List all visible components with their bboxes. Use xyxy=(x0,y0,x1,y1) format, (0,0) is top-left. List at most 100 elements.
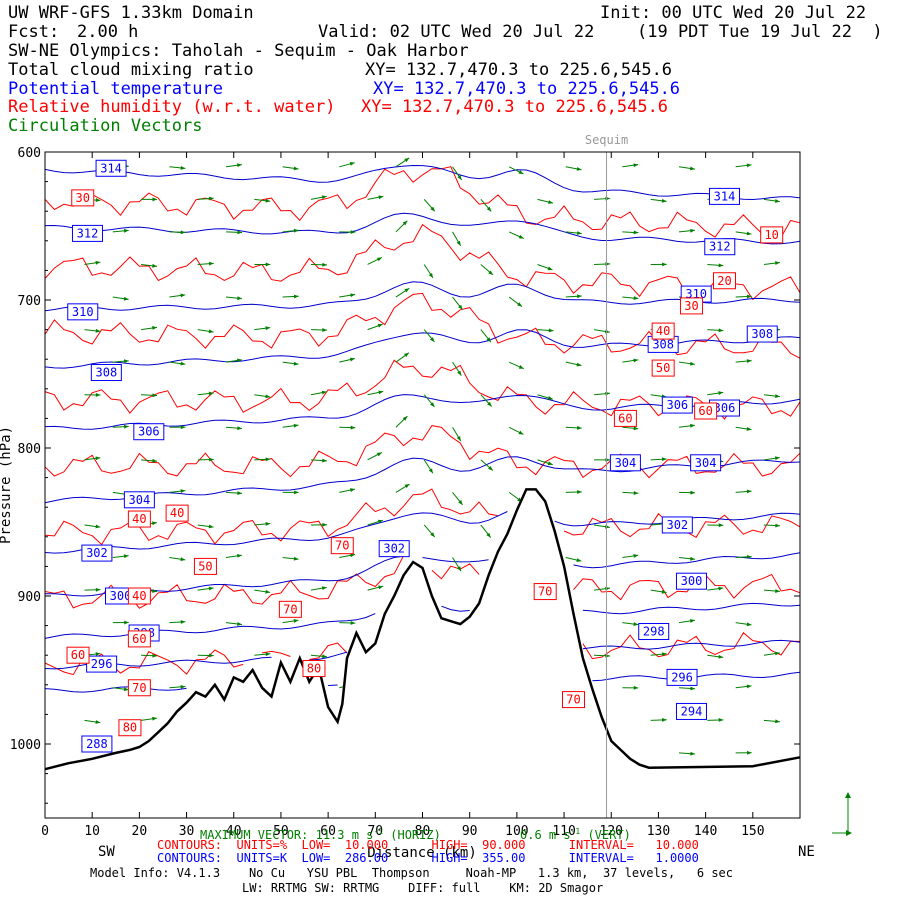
contour-label-box xyxy=(127,510,151,528)
vector-arrowhead xyxy=(377,519,383,524)
vector-arrowhead xyxy=(633,491,639,495)
contour-label: 30 xyxy=(684,299,698,313)
contour-label: 298 xyxy=(643,625,665,639)
vector-arrowhead xyxy=(577,425,582,430)
vector-arrowhead xyxy=(265,589,271,594)
vector-arrowhead xyxy=(576,558,582,562)
vector-arrowhead xyxy=(775,719,780,724)
vector-arrowhead xyxy=(208,391,214,396)
vector-arrowhead xyxy=(293,361,299,366)
vector-arrowhead xyxy=(633,426,639,431)
vector-arrowhead xyxy=(718,718,724,722)
contour-label-box xyxy=(704,238,736,256)
y-tick-label: 600 xyxy=(18,146,41,161)
contour-label-box xyxy=(661,396,693,414)
vector-arrowhead xyxy=(718,263,724,268)
vector-arrowhead xyxy=(690,166,695,171)
vector-arrowhead xyxy=(605,329,610,334)
vector-arrowhead xyxy=(208,196,214,201)
vector-arrowhead xyxy=(576,362,582,367)
sw-end-label: SW xyxy=(98,844,115,860)
contour-label: 302 xyxy=(383,542,405,556)
vector-arrowhead xyxy=(152,458,158,463)
contour-label-box xyxy=(760,226,784,244)
theta-contour-info: CONTOURS: UNITS=K LOW= 286.00 HIGH= 355.… xyxy=(157,851,699,865)
contour-label: 300 xyxy=(681,574,703,588)
contour-label: 302 xyxy=(666,518,688,532)
contour-label: 308 xyxy=(751,327,773,341)
contour-label: 314 xyxy=(100,161,122,175)
x-tick-label: 60 xyxy=(320,824,336,839)
vector-arrowhead xyxy=(349,161,355,166)
rh-contour xyxy=(44,223,801,301)
contour-label: 60 xyxy=(71,648,85,662)
vector-arrowhead xyxy=(265,521,271,526)
vector-arrowhead xyxy=(548,200,554,204)
contour-label: 70 xyxy=(283,602,297,616)
vector-arrowhead xyxy=(746,489,752,494)
contour-label: 306 xyxy=(138,425,160,439)
forecast-label: Fcst: xyxy=(8,22,60,42)
vector-arrowhead xyxy=(518,430,524,435)
vector-arrowhead xyxy=(208,524,214,529)
vector-arrowhead xyxy=(293,618,299,623)
contour-label-box xyxy=(193,557,217,575)
x-tick-label: 90 xyxy=(462,824,478,839)
contour-label-box xyxy=(675,702,707,720)
vector-arrowhead xyxy=(774,456,780,461)
field-vectors-name: Circulation Vectors xyxy=(8,116,203,136)
vector-arrowhead xyxy=(321,195,327,200)
terrain-fill xyxy=(45,489,800,818)
vector-arrowhead xyxy=(95,720,101,724)
contour-label-box xyxy=(133,423,165,441)
vector-arrowhead xyxy=(265,326,271,331)
contour-label-box xyxy=(71,189,95,207)
vector-arrowhead xyxy=(404,484,410,489)
contour-label-box xyxy=(651,359,675,377)
x-tick-label: 120 xyxy=(600,824,623,839)
contour-label: 306 xyxy=(666,398,688,412)
x-tick-label: 70 xyxy=(367,824,383,839)
vector-arrowhead xyxy=(95,260,101,265)
vector-arrowhead xyxy=(403,352,409,358)
contour-label-box xyxy=(165,504,189,522)
contour-label: 60 xyxy=(618,411,632,425)
field-rh-xy: XY= 132.7,470.3 to 225.6,545.6 xyxy=(361,97,669,117)
vector-arrowhead xyxy=(746,294,752,299)
vector-arrowhead xyxy=(350,620,356,625)
forecast-hour: 2.00 h xyxy=(77,22,139,42)
vector-arrowhead xyxy=(547,396,553,400)
contour-label: 288 xyxy=(86,737,108,751)
vector-arrowhead xyxy=(180,230,186,235)
vector-arrowhead xyxy=(152,263,157,268)
vector-arrowhead xyxy=(746,427,752,431)
contour-label-box xyxy=(709,187,740,205)
contour-label: 304 xyxy=(695,456,717,470)
max-vector-note: MAXIMUM VECTOR: 11.3 m s-1 (HORIZ) xyxy=(200,827,441,842)
contour-label: 30 xyxy=(76,191,90,205)
vector-arrowhead xyxy=(457,175,462,180)
model-title: UW WRF-GFS 1.33km Domain xyxy=(8,3,254,23)
contour-label-box xyxy=(666,668,698,686)
field-theta-name: Potential temperature xyxy=(8,79,223,99)
theta-contour xyxy=(44,639,801,670)
terrain-profile xyxy=(44,488,801,818)
vert-vector-note: 0.6 m s-1 (VERT) xyxy=(520,827,631,842)
vector-arrowhead xyxy=(95,328,101,333)
vector-arrowhead xyxy=(633,554,639,558)
vector-arrowhead xyxy=(662,262,667,267)
reference-vector-arrow xyxy=(832,792,852,836)
vector-arrowhead xyxy=(180,165,186,170)
vector-arrowhead xyxy=(429,337,435,342)
vector-arrowhead xyxy=(633,163,639,168)
vector-arrowhead xyxy=(662,717,667,722)
vector-arrowhead xyxy=(322,328,327,332)
contour-label-box xyxy=(638,623,670,641)
vector-arrowhead xyxy=(180,489,186,494)
contour-label-box xyxy=(67,303,99,321)
vector-arrowhead xyxy=(746,622,752,627)
contour-label: 70 xyxy=(566,693,580,707)
vector-arrowhead xyxy=(746,231,752,236)
terrain-line xyxy=(44,488,801,771)
contour-label: 40 xyxy=(170,506,184,520)
